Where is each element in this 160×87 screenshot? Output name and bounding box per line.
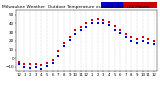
Point [136, 42, 138, 43]
Point [85, 23, 88, 24]
Point [29, 67, 31, 69]
Point [46, 65, 48, 67]
Point [80, 30, 82, 31]
Point [68, 36, 71, 37]
Point [34, 66, 37, 68]
Point [96, 18, 99, 20]
Point [18, 61, 20, 62]
Point [108, 21, 110, 22]
Point [46, 62, 48, 63]
Point [57, 55, 60, 56]
Point [74, 33, 76, 35]
Point [63, 45, 65, 47]
Point [153, 44, 155, 45]
Point [51, 59, 54, 61]
Point [96, 22, 99, 23]
Point [23, 64, 26, 65]
Point [113, 29, 116, 30]
Point [85, 26, 88, 28]
Point [113, 25, 116, 27]
Point [130, 40, 133, 42]
Point [34, 63, 37, 64]
Point [124, 37, 127, 38]
Point [68, 39, 71, 41]
Point [63, 42, 65, 43]
Point [141, 40, 144, 42]
Point [102, 23, 105, 24]
Point [136, 38, 138, 40]
Point [80, 26, 82, 28]
Point [119, 29, 121, 30]
Point [91, 23, 93, 24]
Point [18, 64, 20, 65]
Point [40, 65, 43, 66]
Point [124, 33, 127, 35]
Point [74, 30, 76, 31]
Point [119, 32, 121, 34]
Point [147, 42, 150, 43]
Point [40, 68, 43, 69]
Point [23, 66, 26, 68]
Point [141, 37, 144, 38]
Point [108, 25, 110, 26]
Point [130, 37, 133, 38]
Point [102, 19, 105, 21]
Point [147, 38, 150, 40]
Point [153, 40, 155, 42]
Text: Milwaukee Weather  Outdoor Temperature vs Wind Chill  (24 Hours): Milwaukee Weather Outdoor Temperature vs… [2, 5, 149, 9]
Point [29, 64, 31, 65]
Point [57, 51, 60, 52]
Point [91, 19, 93, 21]
Point [51, 62, 54, 63]
